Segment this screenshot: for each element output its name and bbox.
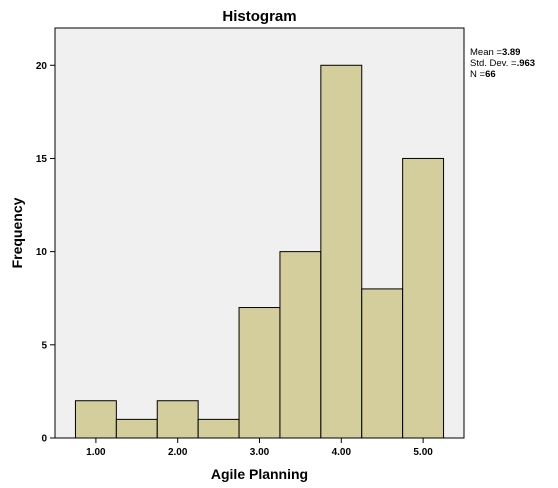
chart-title: Histogram [222, 8, 296, 25]
histogram-bar [115, 418, 158, 439]
x-tick-label: 1.00 [86, 447, 106, 458]
histogram-bar [361, 288, 404, 439]
histogram-bar [74, 400, 117, 439]
x-tick-label: 5.00 [413, 447, 433, 458]
x-tick-label: 2.00 [168, 447, 188, 458]
y-tick-label: 5 [41, 340, 47, 351]
n-stat: N =66 [470, 69, 496, 80]
std-dev-stat: Std. Dev. =.963 [470, 58, 536, 69]
y-tick-label: 10 [36, 247, 48, 258]
x-axis-label: Agile Planning [211, 466, 308, 482]
y-axis-label: Frequency [9, 197, 25, 268]
x-tick-label: 4.00 [332, 447, 352, 458]
y-tick-label: 0 [41, 434, 47, 445]
histogram-bar [197, 418, 240, 439]
y-tick-label: 20 [36, 61, 48, 72]
mean-stat: Mean =3.89 [470, 47, 521, 58]
histogram-bar [156, 400, 199, 439]
histogram-bar [402, 157, 445, 439]
histogram-bar [279, 251, 322, 439]
histogram-bar [238, 307, 281, 439]
histogram-bar [320, 64, 363, 439]
summary-statistics: Mean =3.89 Std. Dev. =.963 N =66 [470, 47, 535, 80]
y-tick-label: 15 [36, 154, 48, 165]
x-tick-label: 3.00 [250, 447, 270, 458]
